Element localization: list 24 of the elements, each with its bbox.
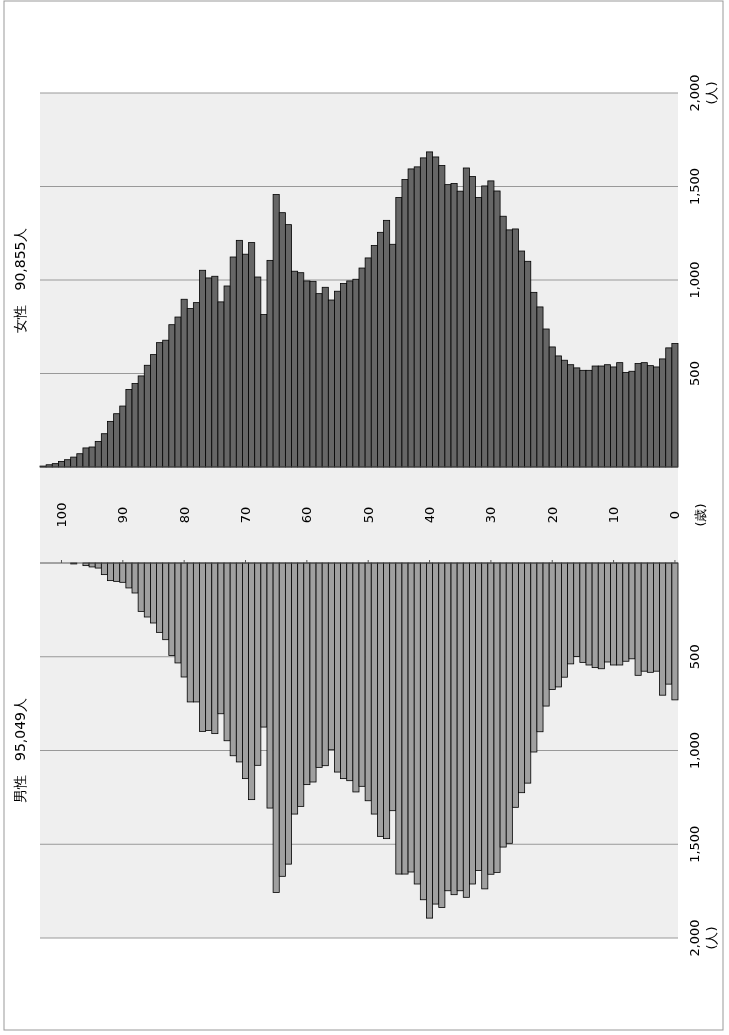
y-tick-label: 500: [686, 644, 702, 670]
x-tick-label: 50: [360, 506, 376, 524]
x-tick-label: 20: [544, 506, 560, 524]
y-tick-label: 1,500: [686, 825, 702, 863]
y-tick-label: 2,000: [686, 74, 702, 112]
x-tick-label: 40: [422, 506, 438, 524]
x-tick-label: 60: [299, 506, 315, 524]
text: 女性 90,855人: [12, 227, 28, 333]
y-tick-label: 500: [686, 361, 702, 386]
x-tick-label: 80: [176, 506, 192, 524]
x-tick-label: 0: [667, 510, 683, 520]
x-tick-label: 30: [483, 506, 499, 524]
y-tick-label: 1,500: [686, 167, 702, 206]
x-tick-label: 90: [115, 506, 131, 524]
y-axis-title: (人): [703, 926, 719, 950]
text: 男性 95,049人: [12, 698, 28, 803]
y-tick-label: 2,000: [686, 919, 702, 957]
x-tick-label: 70: [238, 506, 254, 524]
x-tick-label: 10: [606, 506, 622, 524]
y-tick-label: 1,000: [686, 731, 702, 770]
x-tick-label: 100: [53, 502, 69, 528]
text: (歳): [692, 503, 708, 527]
y-tick-label: 1,000: [686, 261, 702, 299]
y-axis-title: (人): [703, 81, 719, 105]
